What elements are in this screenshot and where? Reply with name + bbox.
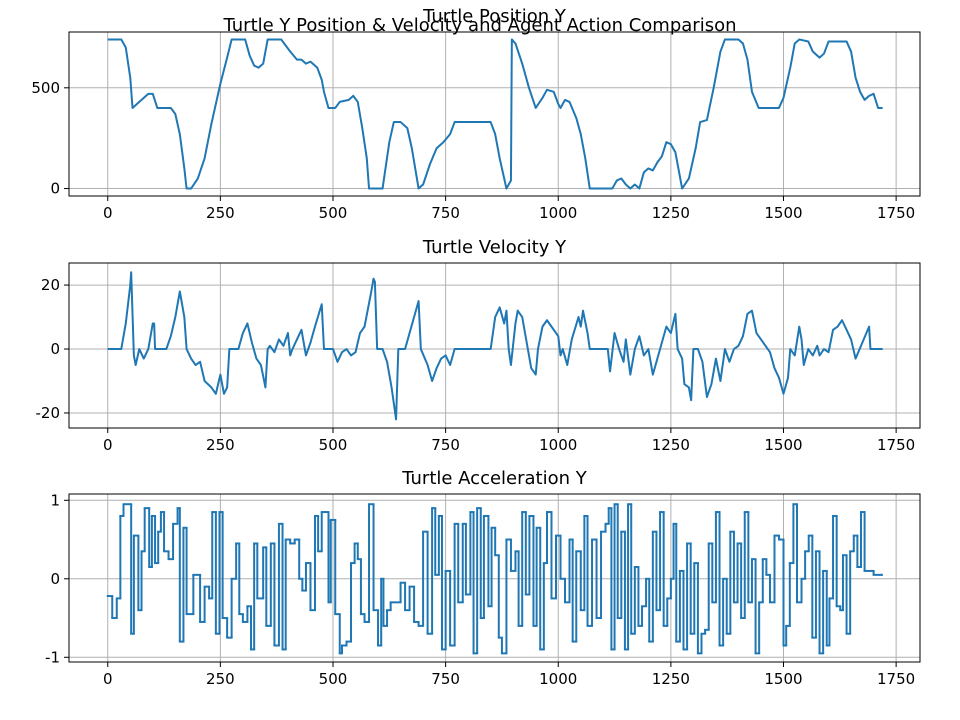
- x-tick-label: 1000: [539, 204, 577, 222]
- subplot-title: Turtle Acceleration Y: [401, 468, 587, 489]
- axes-frame: [68, 31, 921, 197]
- x-tick-label: 750: [431, 204, 460, 222]
- data-line: [107, 38, 883, 190]
- y-tick-label: 500: [31, 79, 60, 97]
- y-tick-label: 0: [50, 340, 60, 358]
- x-tick-label: 1500: [764, 204, 802, 222]
- x-tick-label: 1000: [539, 436, 577, 454]
- x-tick-label: 500: [319, 204, 348, 222]
- plot-area: [106, 503, 883, 655]
- x-tick-label: 1250: [652, 670, 690, 688]
- plot-area: [107, 271, 883, 421]
- y-tick-label: 0: [50, 570, 60, 588]
- x-tick-label: 750: [431, 670, 460, 688]
- x-tick-label: 0: [103, 670, 113, 688]
- x-tick-label: 250: [206, 204, 235, 222]
- x-tick-label: 1000: [539, 670, 577, 688]
- x-tick-label: 1750: [877, 670, 915, 688]
- x-tick-label: 250: [206, 436, 235, 454]
- plot-area: [107, 38, 883, 190]
- y-tick-label: -1: [45, 648, 60, 666]
- x-tick-label: 1750: [877, 436, 915, 454]
- y-tick-label: 1: [50, 491, 60, 509]
- x-tick-label: 1500: [764, 436, 802, 454]
- y-tick-label: -20: [36, 404, 61, 422]
- figure-title: Turtle Y Position & Velocity and Agent A…: [223, 15, 737, 36]
- y-tick-label: 20: [41, 276, 60, 294]
- x-tick-label: 1250: [652, 436, 690, 454]
- x-tick-label: 1250: [652, 204, 690, 222]
- x-tick-label: 1500: [764, 670, 802, 688]
- subplot-title: Turtle Velocity Y: [422, 237, 567, 258]
- y-tick-label: 0: [50, 180, 60, 198]
- x-tick-label: 250: [206, 670, 235, 688]
- subplot-title: Turtle Position Y: [422, 6, 567, 27]
- x-tick-label: 1750: [877, 204, 915, 222]
- x-tick-label: 0: [103, 204, 113, 222]
- x-tick-label: 750: [431, 436, 460, 454]
- data-line: [107, 271, 883, 421]
- x-tick-label: 0: [103, 436, 113, 454]
- x-tick-label: 500: [319, 436, 348, 454]
- x-tick-label: 500: [319, 670, 348, 688]
- axes-frame: [68, 493, 921, 663]
- axes-frame: [68, 262, 921, 429]
